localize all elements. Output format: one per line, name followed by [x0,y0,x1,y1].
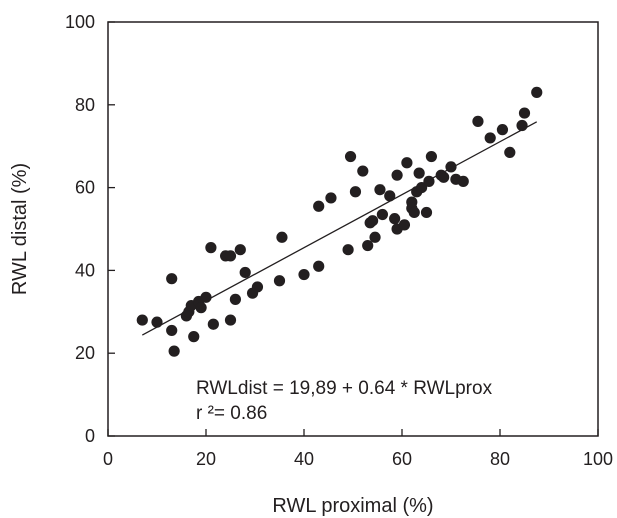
y-axis-ticks: 0 20 40 60 80 100 [65,12,115,446]
data-point [384,190,396,202]
data-point [229,293,241,305]
data-point [166,324,178,337]
data-point [374,184,386,196]
x-tick-label: 80 [490,449,510,469]
data-point [239,266,251,279]
data-point [200,291,212,303]
data-point [188,331,200,343]
data-point [401,157,413,169]
data-point [325,192,337,204]
r-squared-label: r ²= 0.86 [196,403,267,424]
data-point [369,231,381,243]
data-point [438,171,450,183]
data-point [408,206,420,219]
x-tick-label: 60 [392,449,412,469]
data-point [389,213,401,225]
data-point [207,318,219,330]
data-point [376,208,388,221]
data-point [420,206,433,219]
data-point [472,115,484,127]
data-point [136,314,148,326]
y-tick-label: 100 [65,12,95,32]
data-point [313,200,325,212]
data-points [136,86,543,357]
data-point [423,175,435,187]
plot-frame [107,21,599,437]
data-point [416,182,428,194]
data-point [151,316,163,328]
data-point [391,169,403,181]
data-point [516,119,528,132]
data-point [413,167,425,179]
data-point [425,150,437,163]
data-point [484,132,496,144]
y-tick-label: 20 [75,343,95,363]
y-tick-label: 60 [75,178,95,198]
data-point [234,244,246,256]
y-tick-label: 80 [75,95,95,115]
data-point [398,219,411,231]
x-tick-label: 20 [196,449,216,469]
data-point [166,273,178,285]
data-point [195,302,207,314]
data-point [205,242,217,254]
y-tick-label: 0 [85,426,95,446]
data-point [349,186,362,198]
x-tick-label: 100 [583,449,613,469]
x-axis-ticks: 0 20 40 60 80 100 [103,429,613,469]
data-point [496,124,509,136]
regression-equation: RWLdist = 19,89 + 0.64 * RWLprox [196,378,493,399]
x-axis-title: RWL proximal (%) [272,495,433,517]
data-point [313,260,325,272]
x-tick-label: 0 [103,449,113,469]
data-point [224,250,237,262]
data-point [273,275,286,287]
data-point [251,281,264,293]
data-point [362,239,374,252]
y-tick-label: 40 [75,260,95,280]
x-tick-label: 40 [294,449,314,469]
data-point [342,244,354,256]
data-point [224,314,237,326]
data-point [445,161,457,173]
data-point [357,165,369,177]
data-point [457,175,469,187]
data-point [531,86,543,98]
data-point [276,231,288,243]
data-point [168,345,180,357]
y-axis-title: RWL distal (%) [9,163,31,295]
data-point [367,215,379,227]
data-point [344,150,357,163]
data-point [518,107,531,119]
data-point [298,268,310,281]
data-point [504,146,516,159]
